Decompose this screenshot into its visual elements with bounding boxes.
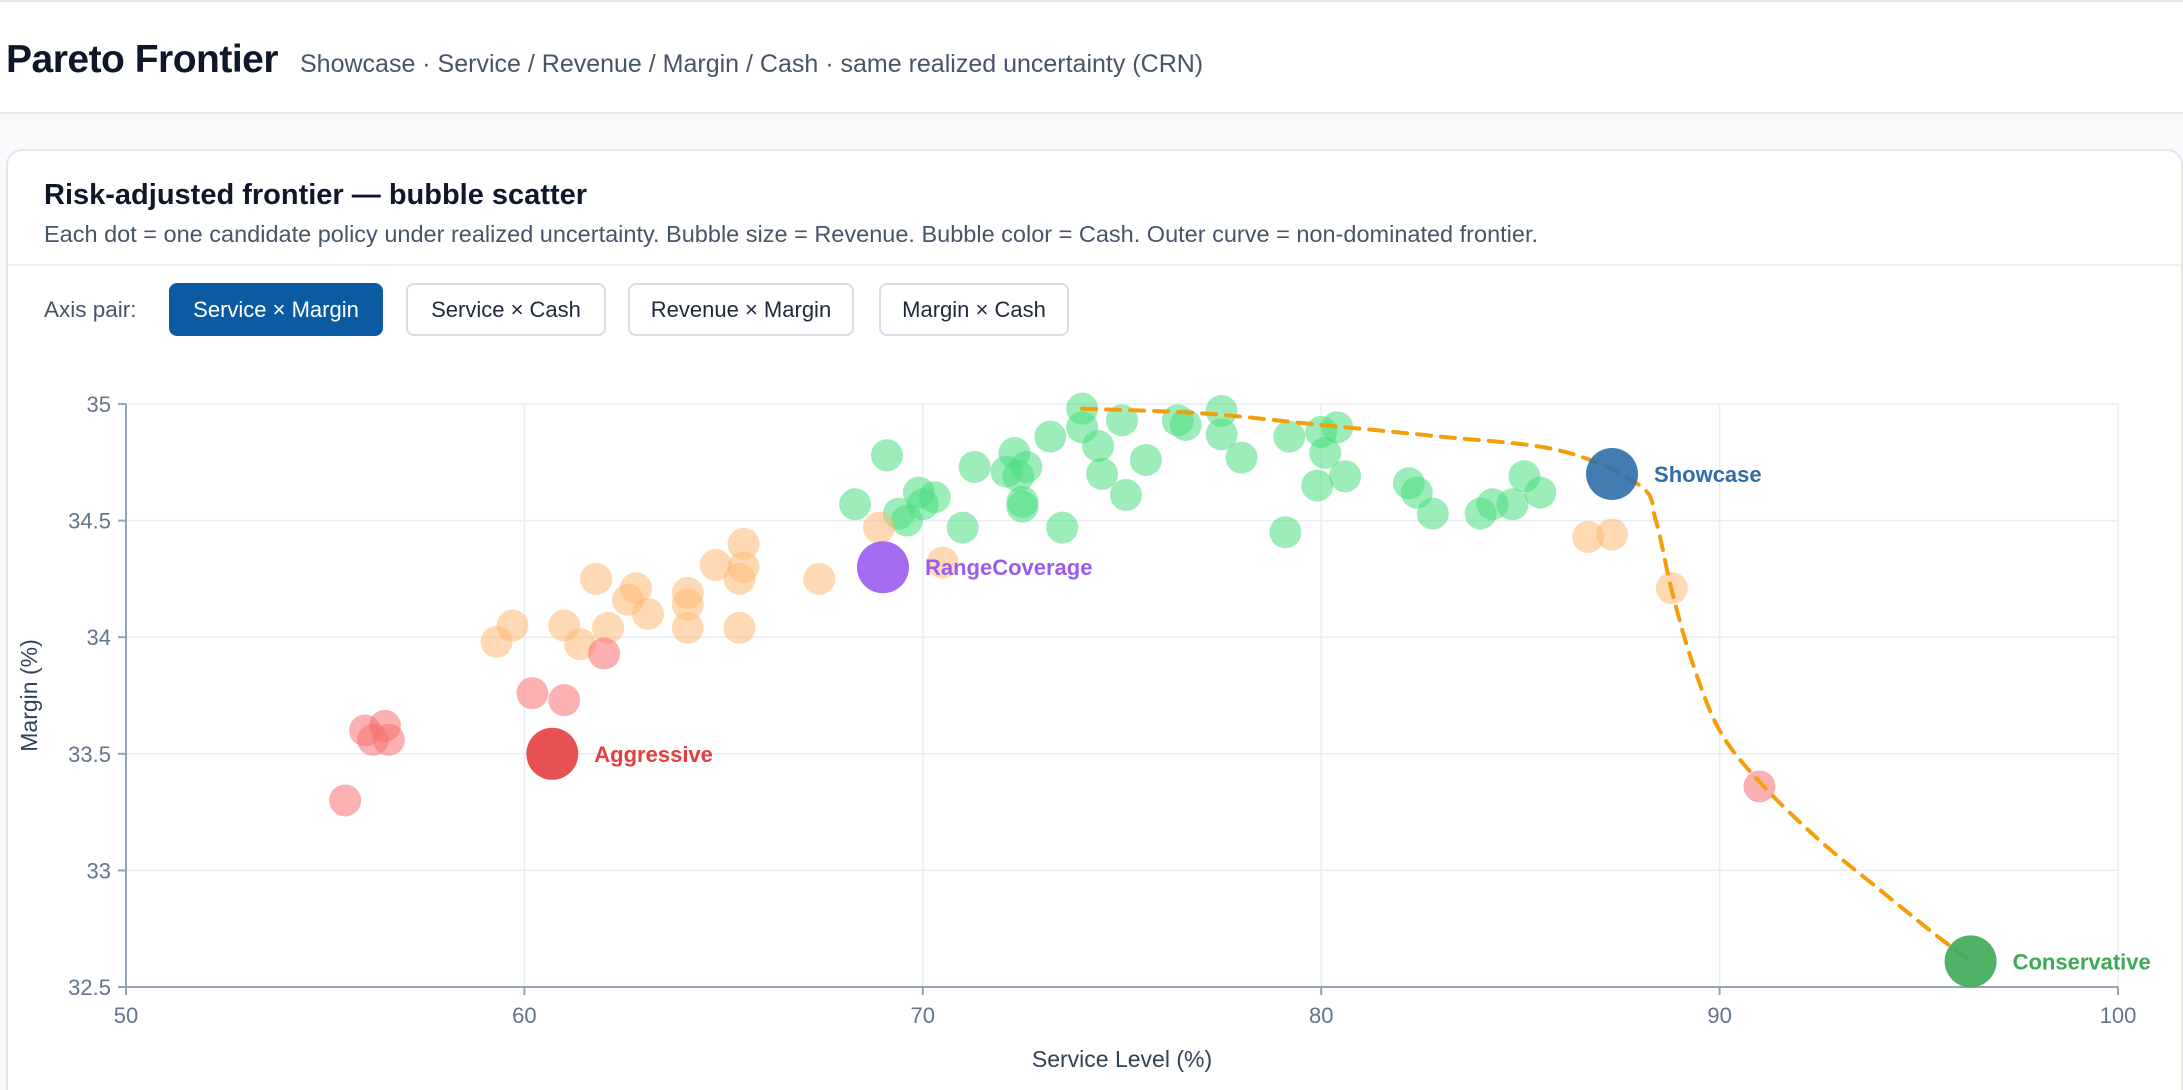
candidate-bubble-high-cash <box>890 504 923 537</box>
candidate-bubble-mid-cash <box>671 588 704 621</box>
axis-pair-service-margin-button[interactable]: Service × Margin <box>169 283 383 336</box>
candidate-bubble-high-cash <box>1169 408 1202 441</box>
highlighted-policies: Showcase RangeCoverage Aggressive Conservat… <box>526 447 2151 988</box>
candidate-bubble-high-cash <box>1309 436 1342 469</box>
candidate-bubble-mid-cash <box>723 611 756 644</box>
y-tick-label: 32.5 <box>68 975 111 1000</box>
candidate-bubble-high-cash <box>1006 490 1039 523</box>
candidate-bubble-high-cash <box>1205 394 1238 427</box>
aggressive-bubble <box>526 727 579 780</box>
candidate-bubble-high-cash <box>1416 497 1449 530</box>
y-tick-label: 34 <box>87 625 111 650</box>
candidate-bubble-high-cash <box>1002 460 1035 493</box>
candidate-bubble-high-cash <box>1524 476 1557 509</box>
axis-pair-revenue-margin-button[interactable]: Revenue × Margin <box>628 283 854 336</box>
y-axis-title: Margin (%) <box>16 639 42 751</box>
page-title: Pareto Frontier <box>6 38 279 81</box>
candidate-bubble-high-cash <box>1205 418 1238 451</box>
page-header: Pareto Frontier Showcase · Service / Rev… <box>0 2 2183 114</box>
candidate-bubble-high-cash <box>1496 488 1529 521</box>
candidate-bubble-low-cash <box>329 784 362 817</box>
x-tick-label: 50 <box>114 1003 138 1028</box>
frontier <box>1080 406 1973 964</box>
x-tick-label: 90 <box>1707 1003 1731 1028</box>
range-coverage-label: RangeCoverage <box>925 555 1093 580</box>
range-coverage-bubble <box>856 541 909 594</box>
candidate-bubble-high-cash <box>1109 478 1142 511</box>
x-tick-label: 60 <box>512 1003 536 1028</box>
candidate-bubble-mid-cash <box>1596 518 1629 551</box>
candidate-bubble-low-cash <box>548 684 581 717</box>
y-tick-label: 34.5 <box>68 509 111 534</box>
candidate-bubble-high-cash <box>1082 429 1115 462</box>
candidate-bubble-high-cash <box>1329 460 1362 493</box>
candidate-bubble-high-cash <box>1225 441 1258 474</box>
candidate-bubble-mid-cash <box>592 611 625 644</box>
y-tick-label: 35 <box>87 392 111 417</box>
candidate-bubble-low-cash <box>588 637 621 670</box>
candidate-bubble-high-cash <box>1106 404 1138 437</box>
aggressive-label: Aggressive <box>594 742 713 767</box>
card-description: Each dot = one candidate policy under re… <box>44 221 1539 247</box>
candidate-bubble-mid-cash <box>480 625 513 658</box>
conservative-bubble <box>1944 935 1997 988</box>
candidate-bubble-mid-cash <box>723 562 756 595</box>
candidate-bubble-mid-cash <box>926 546 959 579</box>
candidate-bubble-high-cash <box>1464 497 1497 530</box>
card-title: Risk-adjusted frontier — bubble scatter <box>44 179 588 211</box>
showcase-bubble <box>1586 447 1639 500</box>
candidate-bubble-mid-cash <box>803 562 836 595</box>
candidate-bubble-high-cash <box>946 511 979 544</box>
card-divider <box>8 264 2181 266</box>
pareto-frontier-curve <box>1080 406 1973 964</box>
axes: 50 60 70 80 90 100 32.5 33 33.5 34 34.5 35 Service L… <box>16 392 2136 1072</box>
x-tick-label: 100 <box>2100 1003 2137 1028</box>
candidate-bubble-high-cash <box>1046 511 1079 544</box>
candidate-bubble-high-cash <box>1034 420 1067 453</box>
axis-pair-service-cash-button[interactable]: Service × Cash <box>406 283 606 336</box>
candidate-bubble-mid-cash <box>862 511 895 544</box>
candidate-bubble-mid-cash <box>1572 520 1605 553</box>
showcase-label: Showcase <box>1654 462 1762 487</box>
candidate-bubble-high-cash <box>1301 469 1334 502</box>
candidate-bubble-low-cash <box>516 677 549 710</box>
page-subtitle: Showcase · Service / Revenue / Margin / … <box>300 50 1204 78</box>
axis-pair-label: Axis pair: <box>44 297 137 322</box>
candidate-bubble-high-cash <box>1086 457 1119 490</box>
axis-pair-margin-cash-button[interactable]: Margin × Cash <box>879 283 1069 336</box>
candidate-bubble-low-cash <box>372 723 405 756</box>
frontier-card: Risk-adjusted frontier — bubble scatter … <box>6 149 2183 1090</box>
top-border <box>0 0 2183 2</box>
candidate-bubble-mid-cash <box>727 527 760 560</box>
candidate-bubble-mid-cash <box>671 611 704 644</box>
candidate-bubble-high-cash <box>870 439 903 472</box>
x-tick-label: 80 <box>1309 1003 1333 1028</box>
candidate-bubble-mid-cash <box>580 562 613 595</box>
candidate-bubble-high-cash <box>839 488 872 521</box>
candidate-bubble-mid-cash <box>699 548 732 581</box>
candidate-bubble-high-cash <box>958 450 991 483</box>
candidate-bubble-mid-cash <box>631 597 664 630</box>
candidate-bubble-high-cash <box>1273 420 1306 453</box>
conservative-label: Conservative <box>2013 949 2151 974</box>
candidate-bubble-high-cash <box>1129 443 1162 476</box>
y-tick-label: 33 <box>87 858 111 883</box>
x-tick-label: 70 <box>911 1003 935 1028</box>
y-tick-label: 33.5 <box>68 742 111 767</box>
candidate-bubble-low-cash <box>1743 770 1776 803</box>
candidate-bubble-high-cash <box>1269 516 1302 549</box>
bubbles <box>329 392 1776 817</box>
x-axis-title: Service Level (%) <box>1032 1046 1212 1072</box>
